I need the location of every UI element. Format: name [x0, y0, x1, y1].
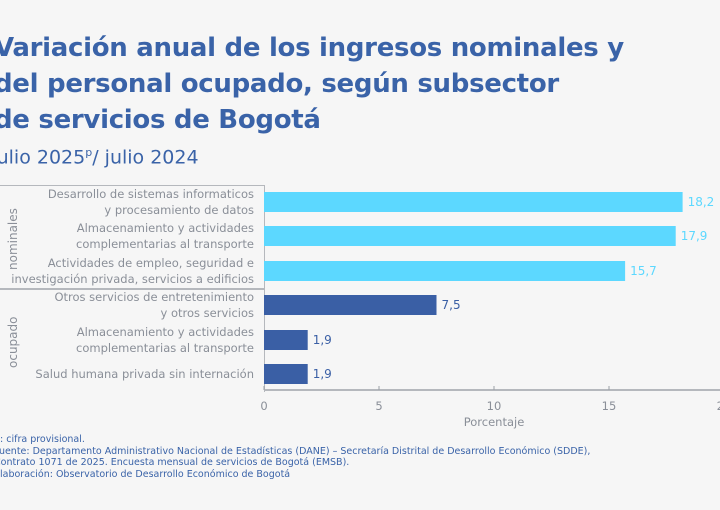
category-label: Salud humana privada sin internación: [35, 367, 254, 381]
bar: [264, 261, 626, 281]
x-tick-label: 0: [260, 399, 267, 413]
footnote: p: cifra provisional.: [0, 434, 85, 445]
subtitle-base: / julio 2024: [92, 146, 199, 169]
footnote: Fuente: Departamento Administrativo Naci…: [0, 445, 591, 457]
x-tick-label: 5: [375, 399, 382, 413]
bar: [264, 330, 308, 350]
data-label: 7,5: [442, 298, 461, 312]
data-label: 1,9: [313, 367, 332, 381]
category-label: Actividades de empleo, seguridad e inves…: [11, 256, 254, 286]
bar: [264, 226, 676, 246]
category-label: Almacenamiento y actividades complementa…: [76, 221, 254, 251]
bar: [264, 192, 683, 212]
x-tick-label: 10: [487, 399, 502, 413]
category-label: Otros servicios de entretenimiento y otr…: [54, 290, 254, 320]
data-label: 15,7: [630, 264, 657, 278]
x-tick-label: 20: [717, 399, 720, 413]
subtitle-period: Julio 2025: [0, 146, 86, 169]
bar: [264, 295, 437, 315]
footnote: Elaboración: Observatorio de Desarrollo …: [0, 468, 291, 480]
x-tick-label: 15: [602, 399, 617, 413]
category-label: Almacenamiento y actividades complementa…: [76, 325, 254, 355]
category-label: Desarrollo de sistemas informaticos y pr…: [47, 187, 254, 217]
data-label: 17,9: [681, 229, 708, 243]
chart-title: Variación anual de los ingresos nominale…: [0, 33, 624, 135]
footnote: Contrato 1071 de 2025. Encuesta mensual …: [0, 457, 350, 468]
data-label: 1,9: [313, 333, 332, 347]
chart-subtitle: Julio 2025p/ julio 2024: [0, 146, 199, 168]
provisional-mark: p: [85, 146, 93, 159]
x-axis-title: Porcentaje: [464, 415, 525, 429]
data-label: 18,2: [688, 195, 715, 209]
bar: [264, 364, 308, 384]
